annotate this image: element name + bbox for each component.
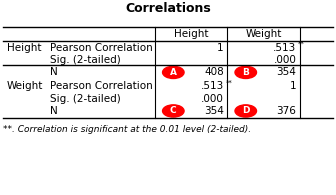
Text: B: B [242, 68, 249, 77]
Text: C: C [170, 106, 177, 115]
Text: Pearson Correlation: Pearson Correlation [49, 81, 152, 91]
Text: .513: .513 [273, 43, 296, 52]
Text: **. Correlation is significant at the 0.01 level (2-tailed).: **. Correlation is significant at the 0.… [3, 125, 251, 135]
Circle shape [235, 105, 256, 117]
Text: .000: .000 [274, 55, 296, 65]
Text: Weight: Weight [7, 81, 43, 91]
Circle shape [163, 105, 184, 117]
Text: 376: 376 [277, 106, 296, 116]
Text: A: A [170, 68, 177, 77]
Text: 408: 408 [204, 67, 224, 77]
Text: .513: .513 [201, 81, 224, 91]
Circle shape [235, 66, 256, 78]
Text: Height: Height [174, 29, 208, 39]
Text: **: ** [225, 80, 232, 86]
Text: Sig. (2-tailed): Sig. (2-tailed) [49, 55, 120, 65]
Circle shape [163, 66, 184, 78]
Text: 354: 354 [204, 106, 224, 116]
Text: N: N [49, 67, 57, 77]
Text: 1: 1 [217, 43, 224, 52]
Text: 354: 354 [277, 67, 296, 77]
Text: Pearson Correlation: Pearson Correlation [49, 43, 152, 52]
Text: N: N [49, 106, 57, 116]
Text: Correlations: Correlations [125, 3, 211, 15]
Text: 1: 1 [290, 81, 296, 91]
Text: Sig. (2-tailed): Sig. (2-tailed) [49, 94, 120, 104]
Text: D: D [242, 106, 250, 115]
Text: .000: .000 [201, 94, 224, 104]
Text: Height: Height [7, 43, 41, 52]
Text: Weight: Weight [245, 29, 282, 39]
Text: **: ** [298, 41, 305, 47]
